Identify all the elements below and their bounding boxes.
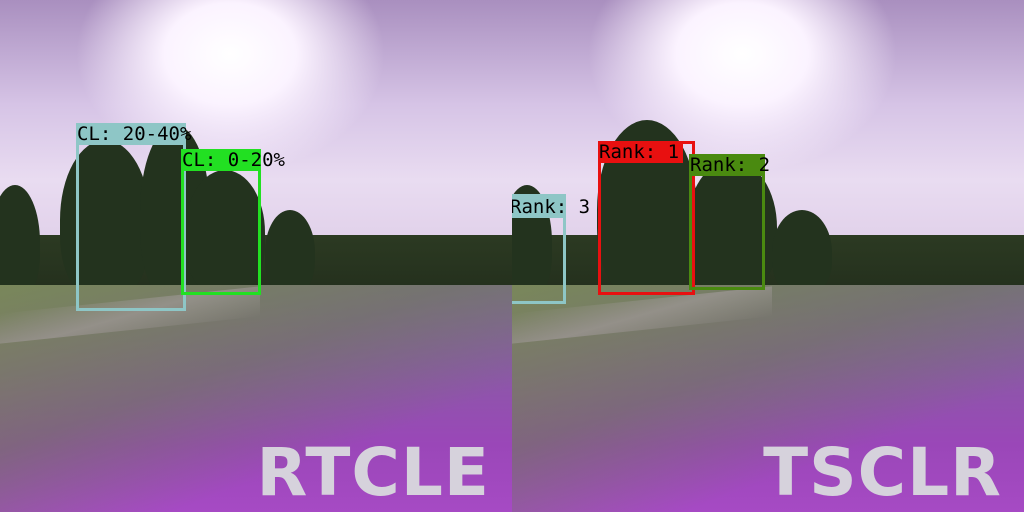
- detection-label-1: CL: 20-40%: [76, 123, 192, 145]
- detection-label-rank-2: Rank: 2: [689, 154, 771, 176]
- right-panel: Rank: 1 Rank: 2 Rank: 3 TSCLR: [512, 0, 1024, 512]
- detection-box-1: [76, 123, 186, 311]
- left-panel: CL: 20-40% CL: 0-20% RTCLE: [0, 0, 512, 512]
- tree: [0, 185, 40, 300]
- tree: [60, 140, 150, 300]
- tree: [772, 210, 832, 295]
- detection-label-rank-3: Rank: 3: [512, 196, 591, 218]
- detection-label-2: CL: 0-20%: [181, 149, 285, 171]
- detection-label-rank-1: Rank: 1: [598, 141, 683, 163]
- tree: [185, 170, 265, 295]
- method-label: TSCLR: [763, 434, 1002, 511]
- method-label: RTCLE: [256, 434, 490, 511]
- tree: [265, 210, 315, 295]
- detection-box-rank-1: [598, 141, 695, 295]
- detection-box-rank-3: [512, 194, 566, 304]
